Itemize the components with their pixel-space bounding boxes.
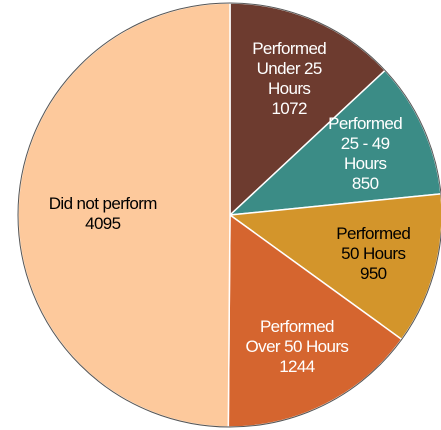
value-label: 1244 <box>279 357 315 377</box>
category-label: Did not perform <box>48 194 158 214</box>
slice-label: Did not perform 4095 <box>48 194 158 234</box>
category-label: Performed 25 - 49 Hours <box>328 113 403 173</box>
slice-label: Performed Over 50 Hours 1244 <box>246 317 349 377</box>
category-label: Performed 50 Hours <box>336 223 411 263</box>
value-label: 850 <box>351 173 379 193</box>
category-label: Performed Under 25 Hours <box>252 38 327 98</box>
pie-outline <box>17 2 441 428</box>
value-label: 950 <box>359 263 387 283</box>
slice-label: Performed 50 Hours 950 <box>336 223 411 284</box>
value-label: 4095 <box>85 214 121 234</box>
value-label: 1072 <box>271 98 307 118</box>
slice-label: Performed 25 - 49 Hours 850 <box>327 114 403 194</box>
slice-label: Performed Under 25 Hours 1072 <box>252 38 327 119</box>
category-label: Performed Over 50 Hours <box>245 317 349 357</box>
